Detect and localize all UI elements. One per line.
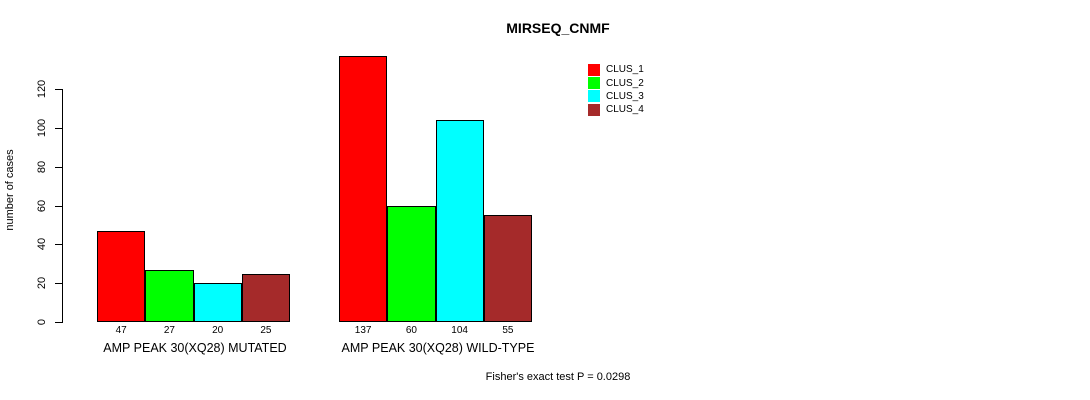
- y-axis-line: [62, 89, 63, 323]
- bar-value-label: 20: [212, 325, 224, 336]
- legend-label: CLUS_4: [606, 104, 644, 116]
- y-axis-tick: [55, 166, 62, 168]
- legend-swatch: [588, 103, 600, 116]
- bar-value-label: 55: [502, 325, 514, 336]
- y-axis-tick-label: 0: [36, 318, 48, 326]
- legend-swatch: [588, 90, 600, 103]
- legend-swatch: [588, 63, 600, 76]
- group-label-wildtype: AMP PEAK 30(XQ28) WILD-TYPE: [341, 341, 535, 355]
- bar-clus_1-group-2: [339, 56, 388, 322]
- bar-value-label: 104: [451, 325, 468, 336]
- bar-clus_2-group-1: [145, 269, 194, 322]
- bar-clus_4-group-2: [483, 215, 532, 322]
- bar-value-label: 27: [163, 325, 175, 336]
- legend-item: CLUS_3: [588, 90, 644, 103]
- bar-clus_3-group-2: [435, 120, 484, 322]
- fisher-test-note: Fisher's exact test P = 0.0298: [485, 371, 631, 383]
- y-axis-tick-label: 100: [36, 118, 48, 138]
- legend: CLUS_1 CLUS_2 CLUS_3 CLUS_4: [588, 63, 644, 117]
- legend-item: CLUS_1: [588, 63, 644, 76]
- bar-clus_2-group-2: [387, 205, 436, 322]
- y-axis-tick-label: 120: [36, 80, 48, 99]
- bar-clus_3-group-1: [193, 283, 242, 322]
- y-axis-label: number of cases: [4, 149, 16, 231]
- y-axis-tick-label: 80: [36, 160, 48, 173]
- y-axis-tick: [55, 322, 62, 323]
- bar-value-label: 25: [260, 325, 272, 336]
- group-label-mutated: AMP PEAK 30(XQ28) MUTATED: [103, 341, 287, 355]
- legend-label: CLUS_1: [606, 64, 644, 76]
- bar-value-label: 47: [115, 325, 127, 336]
- bar-clus_4-group-1: [241, 273, 290, 322]
- bar-value-label: 60: [405, 325, 417, 336]
- y-axis-tick: [55, 283, 62, 285]
- legend-swatch: [588, 77, 600, 90]
- bar-value-label: 137: [354, 325, 372, 336]
- legend-label: CLUS_2: [606, 77, 644, 89]
- legend-item: CLUS_4: [588, 103, 644, 116]
- y-axis-tick: [55, 128, 62, 129]
- bar-clus_1-group-1: [97, 230, 146, 322]
- y-axis-tick: [55, 89, 62, 91]
- chart-title: MIRSEQ_CNMF: [506, 20, 610, 36]
- y-axis-tick: [55, 205, 62, 207]
- legend-label: CLUS_3: [606, 90, 644, 102]
- y-axis-tick: [55, 244, 62, 246]
- y-axis-tick-label: 60: [36, 199, 48, 212]
- legend-item: CLUS_2: [588, 76, 644, 90]
- y-axis-tick-label: 40: [36, 238, 48, 251]
- y-axis-tick-label: 20: [36, 277, 48, 290]
